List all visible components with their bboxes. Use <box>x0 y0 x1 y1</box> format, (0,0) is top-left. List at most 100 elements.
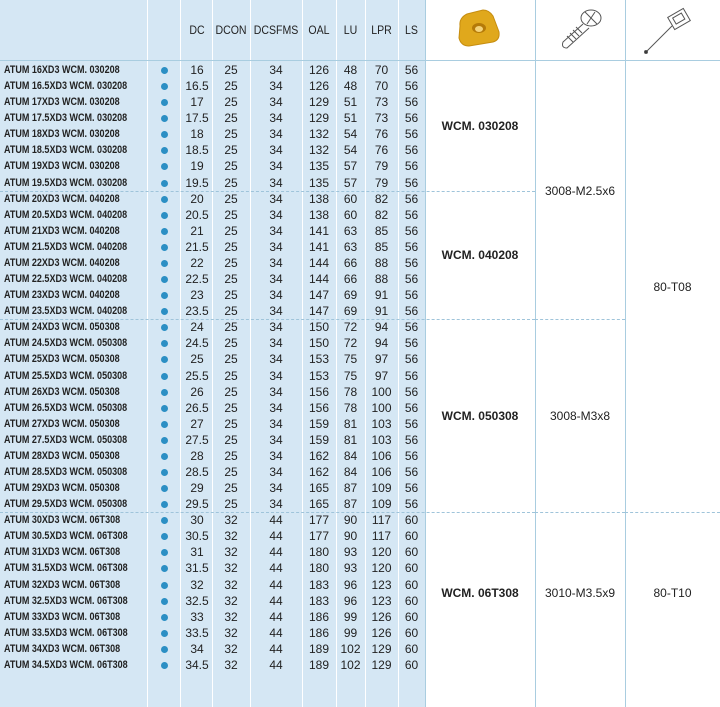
cell-dc: 34.5 <box>185 657 209 672</box>
cell-lu: 84 <box>343 465 358 479</box>
cell-ls: 56 <box>404 481 419 496</box>
cell-oal: 153 <box>308 352 330 367</box>
availability-dot <box>161 259 168 267</box>
cell-dcon: 25 <box>224 336 238 351</box>
cell-lu: 87 <box>343 497 358 512</box>
cell-dcsfms: 34 <box>269 465 283 479</box>
cell-lu: 87 <box>343 481 358 496</box>
availability-dot <box>161 147 168 155</box>
cell-lu: 78 <box>343 384 358 399</box>
cell-lpr: 79 <box>374 159 389 174</box>
cell-lpr: 106 <box>371 465 392 479</box>
cell-lpr: 100 <box>371 400 392 415</box>
inserts-cell: WCM. 050308 <box>441 408 519 423</box>
cell-ls: 56 <box>404 416 419 431</box>
cell-oal: 126 <box>308 79 330 94</box>
cell-lpr: 76 <box>374 127 389 142</box>
header-dcon: DCON <box>215 23 247 37</box>
cell-ls: 56 <box>404 304 419 319</box>
group-separator <box>535 319 625 321</box>
cell-oal: 156 <box>308 384 330 399</box>
cell-dcon: 25 <box>224 255 238 270</box>
availability-dot <box>161 163 168 171</box>
availability-dot <box>161 83 168 91</box>
header-lpr: LPR <box>371 23 392 37</box>
cell-dcon: 25 <box>224 63 238 77</box>
cell-ls: 60 <box>404 609 419 624</box>
cell-ls: 56 <box>404 79 419 94</box>
insert-icon <box>458 9 500 47</box>
availability-dot <box>161 452 168 460</box>
cell-dcon: 32 <box>224 657 238 672</box>
availability-dot <box>161 661 168 669</box>
cell-lu: 54 <box>343 143 358 158</box>
cell-lpr: 103 <box>371 432 392 447</box>
cell-ls: 56 <box>404 239 419 254</box>
cell-lpr: 88 <box>374 272 389 287</box>
cell-dc: 26.5 <box>185 400 209 415</box>
cell-dcsfms: 34 <box>269 272 283 287</box>
item-code: ATUM 30XD3 WCM. 06T308 <box>4 514 121 527</box>
cell-lu: 66 <box>343 255 358 270</box>
table-row: ATUM 28.5XD3 WCM. 050308 28.5 25 34 162 84 106… <box>0 464 425 480</box>
cell-dcon: 25 <box>224 368 238 383</box>
item-code: ATUM 31.5XD3 WCM. 06T308 <box>4 562 128 575</box>
cell-oal: 159 <box>308 416 330 431</box>
cell-dcon: 25 <box>224 191 238 206</box>
table-row: ATUM 33.5XD3 WCM. 06T308 33.5 32 44 186 99 126… <box>0 625 425 641</box>
item-code: ATUM 16XD3 WCM. 030208 <box>4 64 120 76</box>
column-divider <box>398 0 399 707</box>
cell-ls: 56 <box>404 288 419 303</box>
availability-dot <box>161 67 168 74</box>
screws-cell: 3008-M2.5x6 <box>544 183 616 198</box>
cell-lu: 84 <box>343 448 358 463</box>
cell-lpr: 91 <box>374 304 389 319</box>
cell-dc: 21.5 <box>185 239 209 254</box>
header-divider <box>0 60 720 61</box>
cell-ls: 56 <box>404 336 419 351</box>
table-row: ATUM 19.5XD3 WCM. 030208 19.5 25 34 135 57 79 5… <box>0 175 425 191</box>
cell-dcon: 32 <box>224 593 238 608</box>
cell-lpr: 126 <box>371 625 392 640</box>
cell-ls: 56 <box>404 320 419 335</box>
cell-lpr: 120 <box>371 561 392 576</box>
cell-dc: 33 <box>190 609 204 624</box>
item-code: ATUM 32XD3 WCM. 06T308 <box>4 578 121 591</box>
cell-lu: 99 <box>343 625 358 640</box>
cell-lpr: 117 <box>371 529 392 544</box>
item-code: ATUM 20.5XD3 WCM. 040208 <box>4 208 128 221</box>
item-code: ATUM 18.5XD3 WCM. 030208 <box>4 144 128 157</box>
cell-dcon: 25 <box>224 175 238 190</box>
inserts-cell: WCM. 040208 <box>441 247 519 262</box>
cell-lpr: 82 <box>374 207 389 222</box>
table-row: ATUM 29XD3 WCM. 050308 29 25 34 165 87 109 56 <box>0 480 425 496</box>
screw-icon <box>562 9 602 49</box>
cell-dcon: 25 <box>224 320 238 335</box>
cell-dc: 25 <box>190 352 204 367</box>
cell-dcon: 25 <box>224 400 238 415</box>
table-row: ATUM 16.5XD3 WCM. 030208 16.5 25 34 126 48 70 5… <box>0 78 425 94</box>
cell-lu: 69 <box>343 288 358 303</box>
availability-dot <box>161 276 168 284</box>
cell-lu: 57 <box>343 159 358 174</box>
item-code: ATUM 29XD3 WCM. 050308 <box>4 482 120 495</box>
cell-ls: 56 <box>404 63 419 77</box>
inserts-cell: WCM. 030208 <box>441 119 519 134</box>
cell-ls: 60 <box>404 625 419 640</box>
cell-lu: 90 <box>343 529 358 544</box>
cell-lu: 99 <box>343 609 358 624</box>
torx-key-icon <box>644 7 691 54</box>
availability-dot <box>161 324 168 332</box>
header-dcsfms: DCSFMS <box>253 23 299 37</box>
cell-lpr: 73 <box>374 111 389 126</box>
item-code: ATUM 29.5XD3 WCM. 050308 <box>4 498 128 511</box>
cell-ls: 56 <box>404 159 419 174</box>
cell-dc: 32.5 <box>185 593 209 608</box>
cell-oal: 150 <box>308 336 330 351</box>
cell-lpr: 103 <box>371 416 392 431</box>
cell-lu: 93 <box>343 545 358 560</box>
cell-dcon: 25 <box>224 127 238 142</box>
cell-dc: 31 <box>190 545 204 560</box>
cell-oal: 183 <box>308 577 330 592</box>
cell-lpr: 85 <box>374 239 389 254</box>
